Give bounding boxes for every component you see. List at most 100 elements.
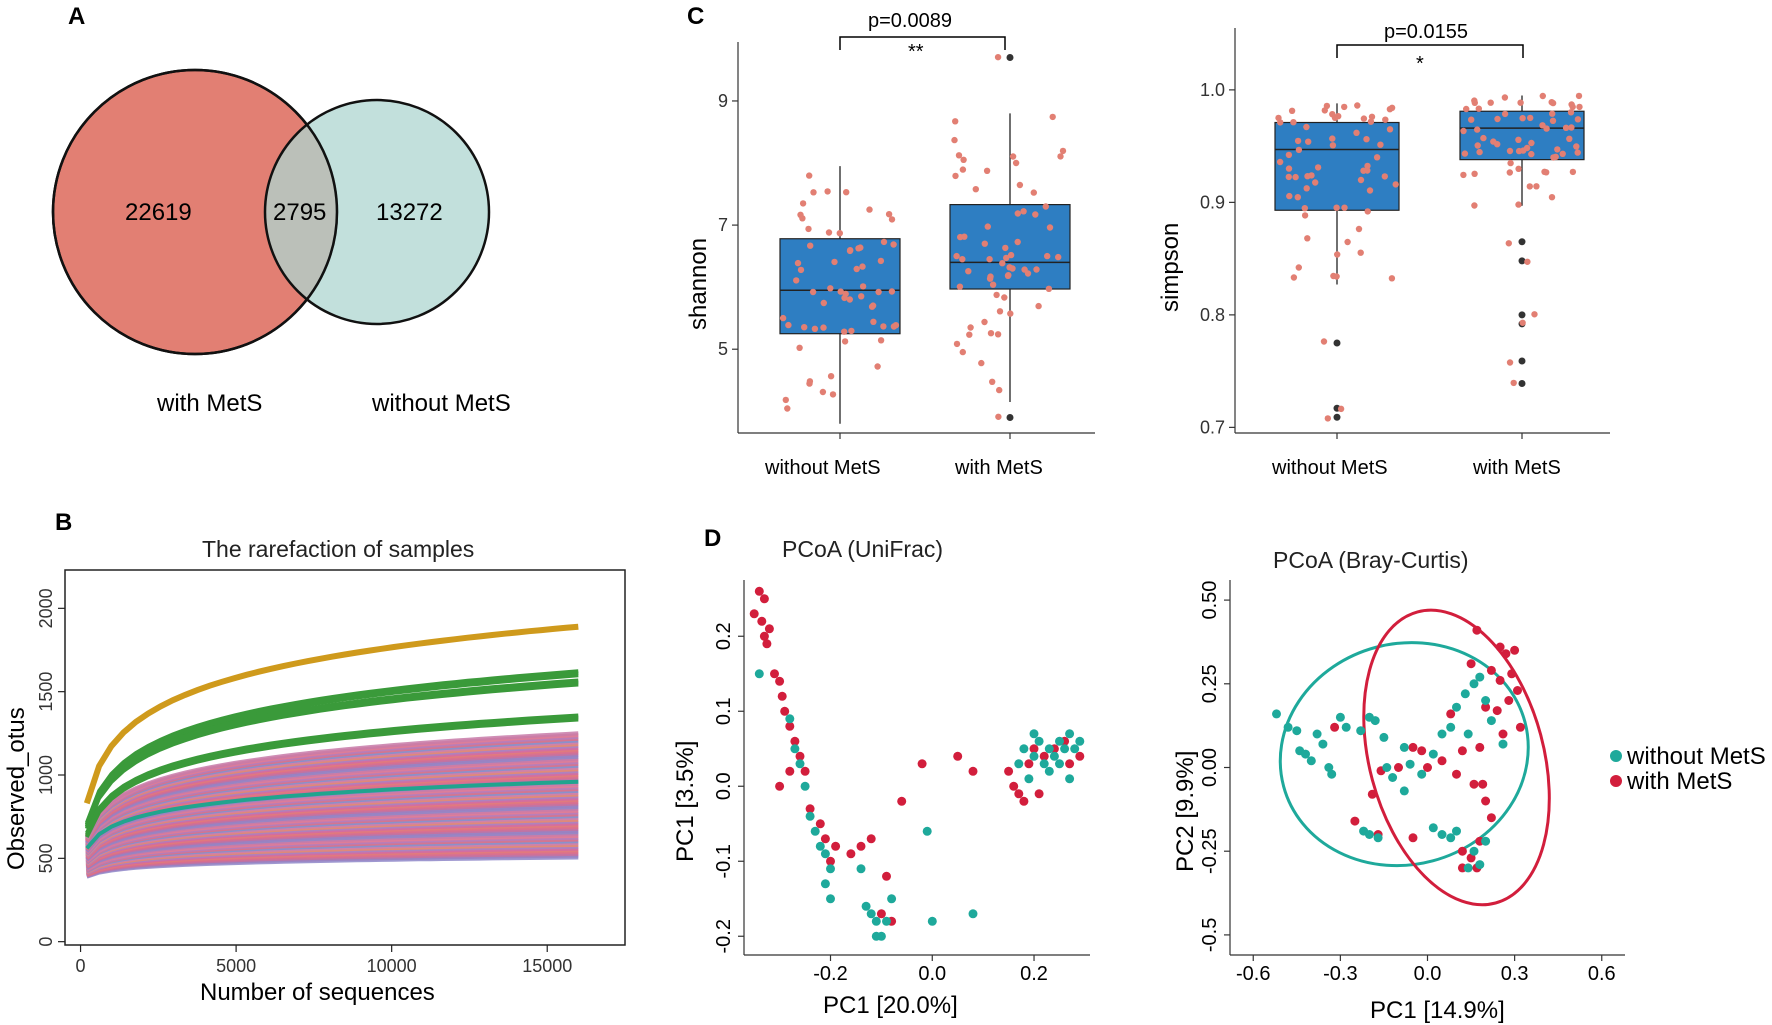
box-sample-point bbox=[1494, 115, 1501, 123]
box-sample-point bbox=[1016, 181, 1024, 189]
box-sample-point bbox=[1286, 192, 1293, 200]
box-sample-point bbox=[853, 265, 860, 273]
box-sample-point bbox=[841, 328, 848, 335]
box-sample-point bbox=[1524, 258, 1531, 265]
rarefaction-title: The rarefaction of samples bbox=[202, 536, 474, 562]
box-sample-point bbox=[888, 288, 896, 295]
pcoa-point-with-mets bbox=[1019, 796, 1029, 806]
box-sample-point bbox=[1021, 266, 1028, 273]
box-iqr bbox=[779, 238, 901, 335]
box-sample-point bbox=[782, 396, 789, 404]
pcoa-point-with-mets bbox=[826, 856, 835, 866]
box-sample-point bbox=[796, 344, 803, 351]
pcoa-point-with-mets bbox=[1498, 729, 1508, 739]
rarefaction-plot-frame bbox=[64, 569, 626, 946]
pcoa-point-with-mets bbox=[1075, 751, 1085, 761]
box-sample-point bbox=[1285, 173, 1293, 181]
venn-without-only-count: 13272 bbox=[376, 199, 443, 226]
xtick-label: 0.6 bbox=[1588, 963, 1616, 985]
pcoa-point-without-mets bbox=[820, 879, 830, 889]
box-sample-point bbox=[1312, 179, 1319, 186]
box-sample-point bbox=[827, 285, 834, 292]
pcoa-point-with-mets bbox=[1486, 665, 1496, 675]
box-sample-point bbox=[1501, 110, 1509, 118]
pcoa-point-without-mets bbox=[1428, 749, 1438, 759]
pcoa-point-with-mets bbox=[764, 624, 774, 634]
panel-label-d: D bbox=[704, 525, 721, 552]
box-sample-point bbox=[870, 318, 877, 325]
box-sample-point bbox=[874, 363, 881, 370]
pcoa-point-without-mets bbox=[1498, 739, 1508, 749]
box-sample-point bbox=[1334, 251, 1341, 258]
box-sample-point bbox=[841, 294, 848, 302]
pcoa-point-without-mets bbox=[1405, 759, 1415, 769]
box-sample-point bbox=[1014, 238, 1021, 246]
box-sample-point bbox=[1368, 113, 1376, 121]
box-sample-point bbox=[824, 188, 831, 195]
pcoa-point-without-mets bbox=[1460, 689, 1470, 699]
xtick-label: -0.2 bbox=[813, 963, 847, 985]
box-sample-point bbox=[1574, 149, 1581, 156]
pcoa-point-with-mets bbox=[1330, 722, 1340, 732]
box-sample-point bbox=[1523, 144, 1531, 152]
box-sample-point bbox=[1367, 118, 1375, 125]
ytick-label: 0.2 bbox=[713, 622, 735, 650]
box-sample-point bbox=[1276, 158, 1284, 166]
box-sample-point bbox=[999, 260, 1006, 267]
pcoa-point-without-mets bbox=[1029, 751, 1039, 761]
box-sample-point bbox=[1285, 165, 1293, 172]
box-sample-point bbox=[877, 257, 885, 265]
box-sample-point bbox=[1333, 204, 1340, 211]
pcoa-point-without-mets bbox=[1019, 744, 1029, 754]
pcoa-point-without-mets bbox=[1034, 736, 1044, 746]
ytick-label: 0.50 bbox=[1199, 581, 1221, 620]
box-sample-point bbox=[1059, 147, 1067, 155]
box-sample-point bbox=[1320, 338, 1328, 345]
box-sample-point bbox=[1528, 139, 1535, 147]
pcoa-point-with-mets bbox=[1408, 833, 1418, 843]
box-sample-point bbox=[994, 331, 1002, 338]
pcoa-point-with-mets bbox=[795, 751, 805, 761]
pcoa-unifrac-xlabel: PC1 [20.0%] bbox=[823, 992, 958, 1019]
box-sample-point bbox=[1353, 129, 1360, 136]
pcoa-point-without-mets bbox=[826, 894, 835, 904]
box-sample-point bbox=[784, 405, 791, 412]
pcoa-point-with-mets bbox=[1457, 846, 1467, 856]
box-sample-point bbox=[1001, 294, 1008, 301]
box-sample-point bbox=[1357, 176, 1365, 184]
box-sample-point bbox=[965, 268, 972, 275]
box-sample-point bbox=[890, 323, 898, 330]
ytick-label: 0.8 bbox=[1200, 305, 1225, 325]
pcoa-point-with-mets bbox=[1065, 759, 1075, 769]
box-sample-point bbox=[951, 136, 958, 144]
box-sample-point bbox=[1377, 141, 1384, 148]
pcoa-point-with-mets bbox=[917, 759, 927, 769]
pcoa-point-with-mets bbox=[1408, 742, 1418, 752]
box-sample-point bbox=[1576, 103, 1583, 111]
box-sample-point bbox=[805, 225, 812, 233]
box-sample-point bbox=[1006, 264, 1013, 271]
pcoa-point-without-mets bbox=[1335, 712, 1345, 722]
box-sample-point bbox=[1295, 146, 1303, 154]
box-sample-point bbox=[1033, 266, 1040, 273]
box-sample-point bbox=[959, 256, 966, 263]
simpson-xtick-with-mets: with MetS bbox=[1472, 457, 1561, 479]
panel-c: C 5 7 9 p=0.0089 ** without MetS with MetS… bbox=[685, 3, 1610, 479]
box-sample-point bbox=[1042, 203, 1050, 210]
pcoa-point-with-mets bbox=[1492, 706, 1502, 716]
box-sample-point bbox=[1295, 264, 1303, 271]
pcoa-point-without-mets bbox=[1356, 726, 1366, 736]
rarefaction-sample-curve bbox=[85, 731, 579, 836]
pcoa-point-without-mets bbox=[1306, 756, 1316, 766]
shannon-xtick-without-mets: without MetS bbox=[764, 457, 881, 479]
pcoa-point-with-mets bbox=[1481, 702, 1491, 712]
pcoa-point-without-mets bbox=[754, 669, 764, 679]
box-sample-point bbox=[1574, 116, 1582, 123]
ytick-label: 0.9 bbox=[1200, 192, 1225, 212]
pcoa-point-with-mets bbox=[775, 676, 785, 686]
pcoa-point-with-mets bbox=[1423, 763, 1432, 772]
box-sample-point bbox=[801, 324, 808, 331]
pcoa-point-without-mets bbox=[1452, 826, 1461, 836]
box-sample-point bbox=[996, 308, 1004, 315]
ytick-label: 0.7 bbox=[1200, 417, 1225, 437]
